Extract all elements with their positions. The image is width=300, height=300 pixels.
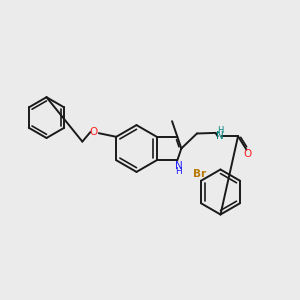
Text: O: O xyxy=(243,149,251,159)
Text: N: N xyxy=(175,161,182,171)
Text: N: N xyxy=(216,131,224,141)
Text: Br: Br xyxy=(193,169,206,179)
Text: H: H xyxy=(217,126,223,135)
Text: O: O xyxy=(89,127,98,137)
Text: H: H xyxy=(175,167,182,176)
